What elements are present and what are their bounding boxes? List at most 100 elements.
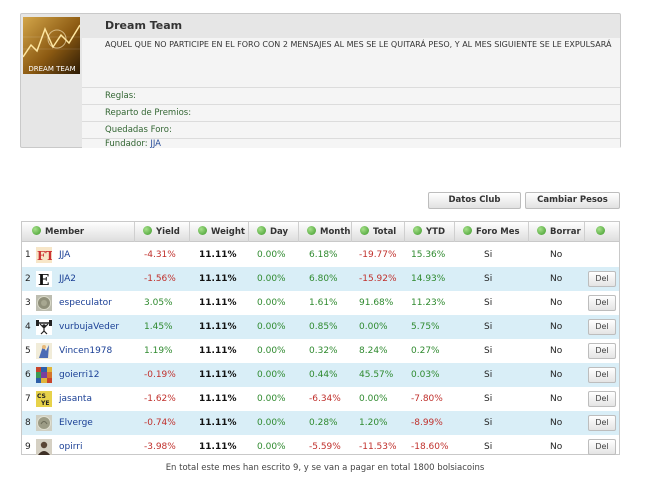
borrar-value: No <box>550 394 563 404</box>
member-name-link[interactable]: Vincen1978 <box>59 346 113 356</box>
member-name-link[interactable]: JJA2 <box>59 274 77 284</box>
table-row: 3 especulator 3.05% 11.11% 0.00% 1.61% 91.68% 1… <box>22 291 619 315</box>
rank: 5 <box>25 346 31 356</box>
header-foro-mes[interactable]: Foro Mes <box>455 222 529 242</box>
delete-button[interactable]: Del <box>588 439 616 455</box>
ytd-value: 0.03% <box>411 370 440 380</box>
sort-icon <box>198 226 207 235</box>
fundador-label: Fundador: <box>105 139 148 149</box>
borrar-value: No <box>550 250 563 260</box>
day-value: 0.00% <box>257 418 286 428</box>
avatar[interactable] <box>36 319 52 335</box>
rank: 7 <box>25 394 31 404</box>
yield-value: -1.62% <box>144 394 176 404</box>
team-logo-text: DREAM TEAM <box>28 65 76 73</box>
month-value: 0.32% <box>309 346 338 356</box>
foro-mes-value: Si <box>484 370 493 380</box>
header-ytd[interactable]: YTD <box>405 222 455 242</box>
cambiar-pesos-button[interactable]: Cambiar Pesos <box>525 192 620 209</box>
team-panel: DREAM TEAM Dream Team AQUEL QUE NO PARTI… <box>20 13 621 149</box>
sort-icon <box>537 226 546 235</box>
avatar[interactable] <box>36 415 52 431</box>
day-value: 0.00% <box>257 442 286 452</box>
total-value: 1.20% <box>359 418 388 428</box>
member-name-link[interactable]: goierri12 <box>59 370 100 380</box>
avatar[interactable]: CS YE <box>36 391 52 407</box>
borrar-value: No <box>550 322 563 332</box>
header-borrar[interactable]: Borrar <box>529 222 585 242</box>
member-name-link[interactable]: JJA <box>59 250 71 260</box>
table-header: Member Yield Weight Day Month Total YTD … <box>22 222 619 242</box>
weight-value: 11.11% <box>199 394 237 404</box>
member-name-link[interactable]: opirri <box>59 442 83 452</box>
footer-note: En total este mes han escrito 9, y se va… <box>165 463 485 473</box>
avatar[interactable]: E <box>36 271 52 287</box>
foro-mes-value: Si <box>484 418 493 428</box>
month-value: 0.85% <box>309 322 338 332</box>
month-value: 1.61% <box>309 298 338 308</box>
fundador-link[interactable]: JJA <box>150 139 161 149</box>
month-value: -6.34% <box>309 394 341 404</box>
avatar[interactable] <box>36 343 52 359</box>
rank: 9 <box>25 442 31 452</box>
datos-club-button[interactable]: Datos Club <box>428 192 521 209</box>
ytd-value: -8.99% <box>411 418 443 428</box>
day-value: 0.00% <box>257 250 286 260</box>
header-member[interactable]: Member <box>22 222 135 242</box>
day-value: 0.00% <box>257 370 286 380</box>
member-name-link[interactable]: jasanta <box>59 394 92 404</box>
svg-text:YE: YE <box>40 400 49 407</box>
sort-icon <box>143 226 152 235</box>
header-month[interactable]: Month <box>299 222 352 242</box>
month-value: 6.80% <box>309 274 338 284</box>
weight-value: 11.11% <box>199 418 237 428</box>
header-extra[interactable] <box>585 222 619 242</box>
member-name-link[interactable]: Elverge <box>59 418 93 428</box>
avatar[interactable]: FT <box>36 247 52 263</box>
avatar[interactable] <box>36 367 52 383</box>
svg-text:E: E <box>38 271 49 287</box>
delete-button[interactable]: Del <box>588 319 616 335</box>
foro-mes-value: Si <box>484 274 493 284</box>
table-row: 7 CS YE jasanta -1.62% 11.11% 0.00% -6.34% 0.00%… <box>22 387 619 411</box>
day-value: 0.00% <box>257 394 286 404</box>
yield-value: 1.45% <box>144 322 173 332</box>
header-total[interactable]: Total <box>352 222 405 242</box>
total-value: 0.00% <box>359 394 388 404</box>
yield-value: -4.31% <box>144 250 176 260</box>
header-day[interactable]: Day <box>249 222 299 242</box>
table-row: 2 E JJA2 -1.56% 11.11% 0.00% 6.80% -15.92% 14.93… <box>22 267 619 291</box>
svg-text:FT: FT <box>37 249 52 263</box>
avatar[interactable] <box>36 439 52 455</box>
weight-value: 11.11% <box>199 442 237 452</box>
member-name-link[interactable]: especulator <box>59 298 112 308</box>
rank: 3 <box>25 298 31 308</box>
team-description: AQUEL QUE NO PARTICIPE EN EL FORO CON 2 … <box>82 38 620 87</box>
reparto-row: Reparto de Premios: <box>82 104 620 121</box>
day-value: 0.00% <box>257 346 286 356</box>
yield-value: -0.19% <box>144 370 176 380</box>
member-name-link[interactable]: vurbujaVeder <box>59 322 120 332</box>
avatar[interactable] <box>36 295 52 311</box>
foro-mes-value: Si <box>484 346 493 356</box>
day-value: 0.00% <box>257 322 286 332</box>
delete-button[interactable]: Del <box>588 367 616 383</box>
header-yield[interactable]: Yield <box>135 222 190 242</box>
team-logo: DREAM TEAM <box>23 17 80 74</box>
yield-value: 3.05% <box>144 298 173 308</box>
delete-button[interactable]: Del <box>588 295 616 311</box>
header-weight[interactable]: Weight <box>190 222 249 242</box>
total-value: -11.53% <box>359 442 397 452</box>
rank: 1 <box>25 250 31 260</box>
delete-button[interactable]: Del <box>588 271 616 287</box>
fundador-row: Fundador: JJA <box>82 138 620 149</box>
ytd-value: 5.75% <box>411 322 440 332</box>
sort-icon <box>360 226 369 235</box>
month-value: 0.44% <box>309 370 338 380</box>
svg-text:CS: CS <box>37 393 46 400</box>
month-value: 6.18% <box>309 250 338 260</box>
total-value: 45.57% <box>359 370 394 380</box>
delete-button[interactable]: Del <box>588 415 616 431</box>
delete-button[interactable]: Del <box>588 343 616 359</box>
delete-button[interactable]: Del <box>588 391 616 407</box>
